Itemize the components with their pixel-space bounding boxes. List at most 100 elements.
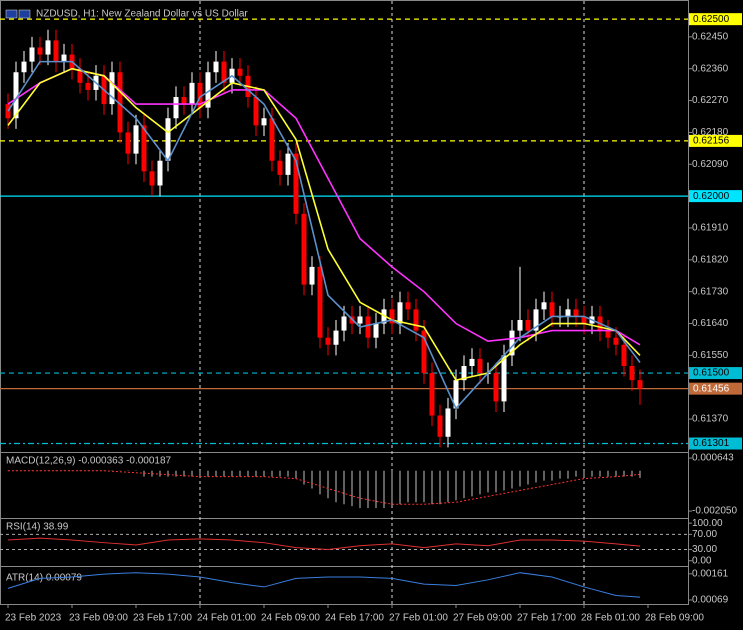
candle-body xyxy=(413,309,419,331)
moving-average xyxy=(7,67,641,346)
y-tick-label: 0.61730 xyxy=(692,286,729,297)
candle-body xyxy=(581,316,587,324)
y-tick-label: 0.61910 xyxy=(692,223,729,234)
candle-body xyxy=(45,40,51,55)
candle-body xyxy=(541,302,547,310)
candle-body xyxy=(197,82,203,108)
candle-body xyxy=(125,132,131,154)
candle-body xyxy=(469,358,475,366)
price-level-tag xyxy=(689,367,742,380)
candle-body xyxy=(405,302,411,310)
price-level-label: 0.62500 xyxy=(693,14,730,25)
candle-body xyxy=(549,302,555,317)
candle-body xyxy=(373,323,379,338)
flag-icon xyxy=(18,9,31,19)
candle-body xyxy=(445,408,451,437)
candle-body xyxy=(117,72,123,133)
price-level-label: 0.62000 xyxy=(693,191,730,202)
candle-body xyxy=(317,266,323,338)
rsi-label: RSI(14) 38.99 xyxy=(6,522,69,533)
x-tick-label: 27 Feb 17:00 xyxy=(517,613,576,624)
y-tick-label: 0.62090 xyxy=(692,159,729,170)
candle-body xyxy=(13,72,19,119)
x-tick-label: 23 Feb 17:00 xyxy=(133,613,192,624)
y-tick-label: 100.00 xyxy=(692,518,723,529)
y-tick-label: 30.00 xyxy=(692,544,717,555)
candle-body xyxy=(453,380,459,409)
candle-body xyxy=(629,365,635,381)
candle-body xyxy=(21,61,27,73)
x-tick-label: 24 Feb 09:00 xyxy=(261,613,320,624)
price-level-label: 0.61500 xyxy=(693,368,730,379)
x-tick-label: 23 Feb 2023 xyxy=(5,613,62,624)
candle-body xyxy=(565,309,571,317)
price-level-label: 0.61301 xyxy=(693,438,730,449)
y-tick-label: 0.00069 xyxy=(692,595,729,606)
candle-body xyxy=(525,319,531,331)
candle-body xyxy=(437,415,443,437)
candle-body xyxy=(173,97,179,119)
candle-body xyxy=(461,365,467,381)
candle-body xyxy=(637,380,643,389)
y-tick-label: 0.62360 xyxy=(692,63,729,74)
x-tick-label: 27 Feb 09:00 xyxy=(453,613,512,624)
symbol-icons xyxy=(5,9,31,19)
candle-body xyxy=(517,319,523,331)
candle-body xyxy=(429,373,435,416)
y-tick-label: -0.002050 xyxy=(692,506,737,517)
y-tick-label: 0.62180 xyxy=(692,127,729,138)
x-tick-label: 28 Feb 09:00 xyxy=(645,613,704,624)
candle-body xyxy=(493,373,499,402)
x-tick-label: 27 Feb 01:00 xyxy=(389,613,448,624)
price-level-label: 0.61456 xyxy=(693,383,730,394)
candle-body xyxy=(109,72,115,105)
y-tick-label: 0.61820 xyxy=(692,254,729,265)
price-level-tag xyxy=(689,13,742,26)
candle-body xyxy=(29,47,35,62)
candle-body xyxy=(573,309,579,317)
candle-body xyxy=(333,330,339,345)
y-tick-label: 0.00 xyxy=(692,555,712,566)
x-tick-label: 23 Feb 09:00 xyxy=(69,613,128,624)
candle-body xyxy=(133,125,139,154)
candle-body xyxy=(53,40,59,62)
candle-body xyxy=(301,213,307,285)
candle-body xyxy=(621,344,627,366)
candle-body xyxy=(205,72,211,108)
atr-line xyxy=(7,572,641,598)
flag-icon xyxy=(5,9,18,19)
candle-body xyxy=(477,358,483,374)
candle-body xyxy=(341,316,347,331)
candle-body xyxy=(85,82,91,90)
candle-body xyxy=(37,47,43,55)
moving-average xyxy=(7,60,641,410)
price-level-label: 0.62156 xyxy=(693,136,730,147)
candle-body xyxy=(269,118,275,161)
candle-body xyxy=(501,355,507,402)
candle-body xyxy=(213,61,219,73)
candle-body xyxy=(509,330,515,356)
candle-body xyxy=(157,160,163,186)
y-tick-label: 70.00 xyxy=(692,529,717,540)
candle-body xyxy=(365,316,371,338)
y-tick-label: 0.00161 xyxy=(692,568,729,579)
price-level-tag xyxy=(689,190,742,203)
candle-body xyxy=(61,54,67,62)
candle-body xyxy=(221,61,227,83)
x-tick-label: 24 Feb 17:00 xyxy=(325,613,384,624)
candle-body xyxy=(397,302,403,324)
candle-body xyxy=(421,330,427,374)
y-tick-label: 0.61550 xyxy=(692,350,729,361)
candle-body xyxy=(189,82,195,105)
candle-body xyxy=(261,118,267,126)
candle-body xyxy=(325,337,331,345)
plot-frame xyxy=(0,0,689,605)
candle-body xyxy=(77,68,83,83)
moving-average xyxy=(7,67,641,382)
candle-body xyxy=(293,153,299,214)
x-tick-label: 24 Feb 01:00 xyxy=(197,613,256,624)
candle-body xyxy=(149,171,155,186)
macd-label: MACD(12,26,9) -0.000363 -0.000187 xyxy=(6,456,172,467)
